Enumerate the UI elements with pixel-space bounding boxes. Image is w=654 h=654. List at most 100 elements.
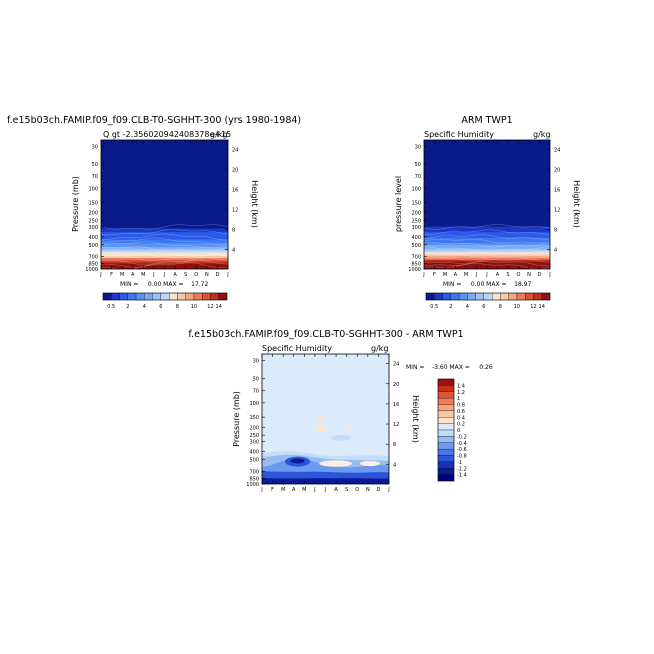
panel-model-title: f.e15b03ch.FAMIP.f09_f09.CLB-T0-SGHHT-30… [7,115,301,126]
panel-obs-subtitle: Specific Humidity [424,130,494,139]
colorbar-ticklabel: 10 [514,304,520,310]
colorbar-box [525,292,534,301]
x-ticklabel: S [184,272,187,278]
colorbar-box [437,417,455,424]
colorbar-frame [102,292,228,301]
contour-band [424,200,550,204]
contour-band [101,208,228,211]
y-ticklabel: 70 [415,174,421,180]
colorbar-box [111,292,120,301]
colorbar-box [425,292,435,301]
contour-band [101,178,228,182]
y-ticklabel: 150 [249,415,259,421]
colorbar-box [168,292,178,301]
contour-line [424,234,550,240]
contour-band [101,204,228,207]
y-ticklabel: 300 [249,440,259,446]
contour-band [101,228,228,231]
contour-band [424,232,550,235]
colorbar-box [450,292,460,301]
x-ticklabel: J [99,272,101,278]
height-ticklabel: 12 [393,422,399,428]
colorbar-box [193,292,203,301]
contour-band [101,175,228,178]
panel-diff-contours [262,354,389,484]
colorbar-box [437,442,455,450]
x-ticklabel: J [313,487,315,493]
y-ticklabel: 100 [88,186,98,192]
colorbar-ticklabel: -1.2 [457,466,467,472]
contour-line [101,233,228,241]
y-ticklabel: 50 [253,376,259,382]
contour-band [101,147,228,150]
contour-band [101,221,228,224]
colorbar-box [508,292,518,301]
contour-band [424,210,550,213]
colorbar-ticklabel: 0.6 [457,409,465,415]
contour-line [101,237,228,245]
colorbar-ticklabel: 10 [191,304,197,310]
y-ticklabel: 30 [253,358,259,364]
colorbar-ticklabel: 1.4 [457,383,465,389]
colorbar-ticklabel: 0.8 [457,403,465,409]
contour-line [101,259,228,268]
contour-band [424,259,550,263]
contour-band [101,165,228,169]
contour-band [101,217,228,220]
x-ticklabel: A [496,272,500,278]
y-ticklabel: 200 [411,211,421,217]
colorbar-box [516,292,526,301]
contour-band [424,175,550,178]
contour-band [424,233,550,237]
contour-line [424,238,550,244]
contour-band [101,145,228,148]
x-ticklabel: N [205,272,209,278]
contour-band [101,156,228,160]
contour-band [424,224,550,228]
colorbar-box [434,292,443,301]
y-ticklabel: 30 [92,144,98,150]
contour-band [424,222,550,226]
y-ticklabel: 850 [411,261,421,267]
y-ticklabel: 30 [415,144,421,150]
y-ticklabel: 400 [411,235,421,241]
height-ticklabel: 24 [554,148,560,154]
contour-band [424,228,550,231]
contour-band [424,149,550,152]
colorbar-ticklabel: 0.4 [457,415,465,421]
contour-band [101,187,228,191]
height-ticklabel: 8 [554,227,557,233]
panel-model: f.e15b03ch.FAMIP.f09_f09.CLB-T0-SGHHT-30… [7,115,301,310]
contour-band [101,182,228,185]
y-ticklabel: 1000 [408,267,421,273]
panel-diff-height-ticklabels: 4 8 12 16 20 24 [386,362,399,468]
colorbar-box [437,429,455,437]
diff-core-april-inner [290,458,305,464]
diff-pos-blob [317,416,327,422]
contour-band [101,191,228,195]
x-ticklabel: J [387,487,389,493]
contour-band [101,224,228,228]
contour-band [424,241,550,244]
panel-model-ylabel: Pressure (mb) [71,176,80,232]
contour-line [101,254,228,261]
contour-band [424,141,550,145]
contour-band [101,219,228,222]
contour-band [424,215,550,218]
height-ticklabel: 20 [554,168,560,174]
x-ticklabel: A [454,272,458,278]
x-ticklabel: J [485,272,487,278]
colorbar-box [533,292,542,301]
colorbar-ticklabel: -0.8 [457,454,467,460]
x-ticklabel: A [292,487,296,493]
contour-band [424,217,550,220]
contour-band [424,248,550,252]
height-ticklabel: 12 [554,208,560,214]
y-ticklabel: 300 [88,225,98,231]
contour-band [101,162,228,165]
contour-band [424,202,550,206]
height-ticklabel: 24 [232,148,238,154]
contour-band [101,160,228,163]
contour-band [101,151,228,154]
